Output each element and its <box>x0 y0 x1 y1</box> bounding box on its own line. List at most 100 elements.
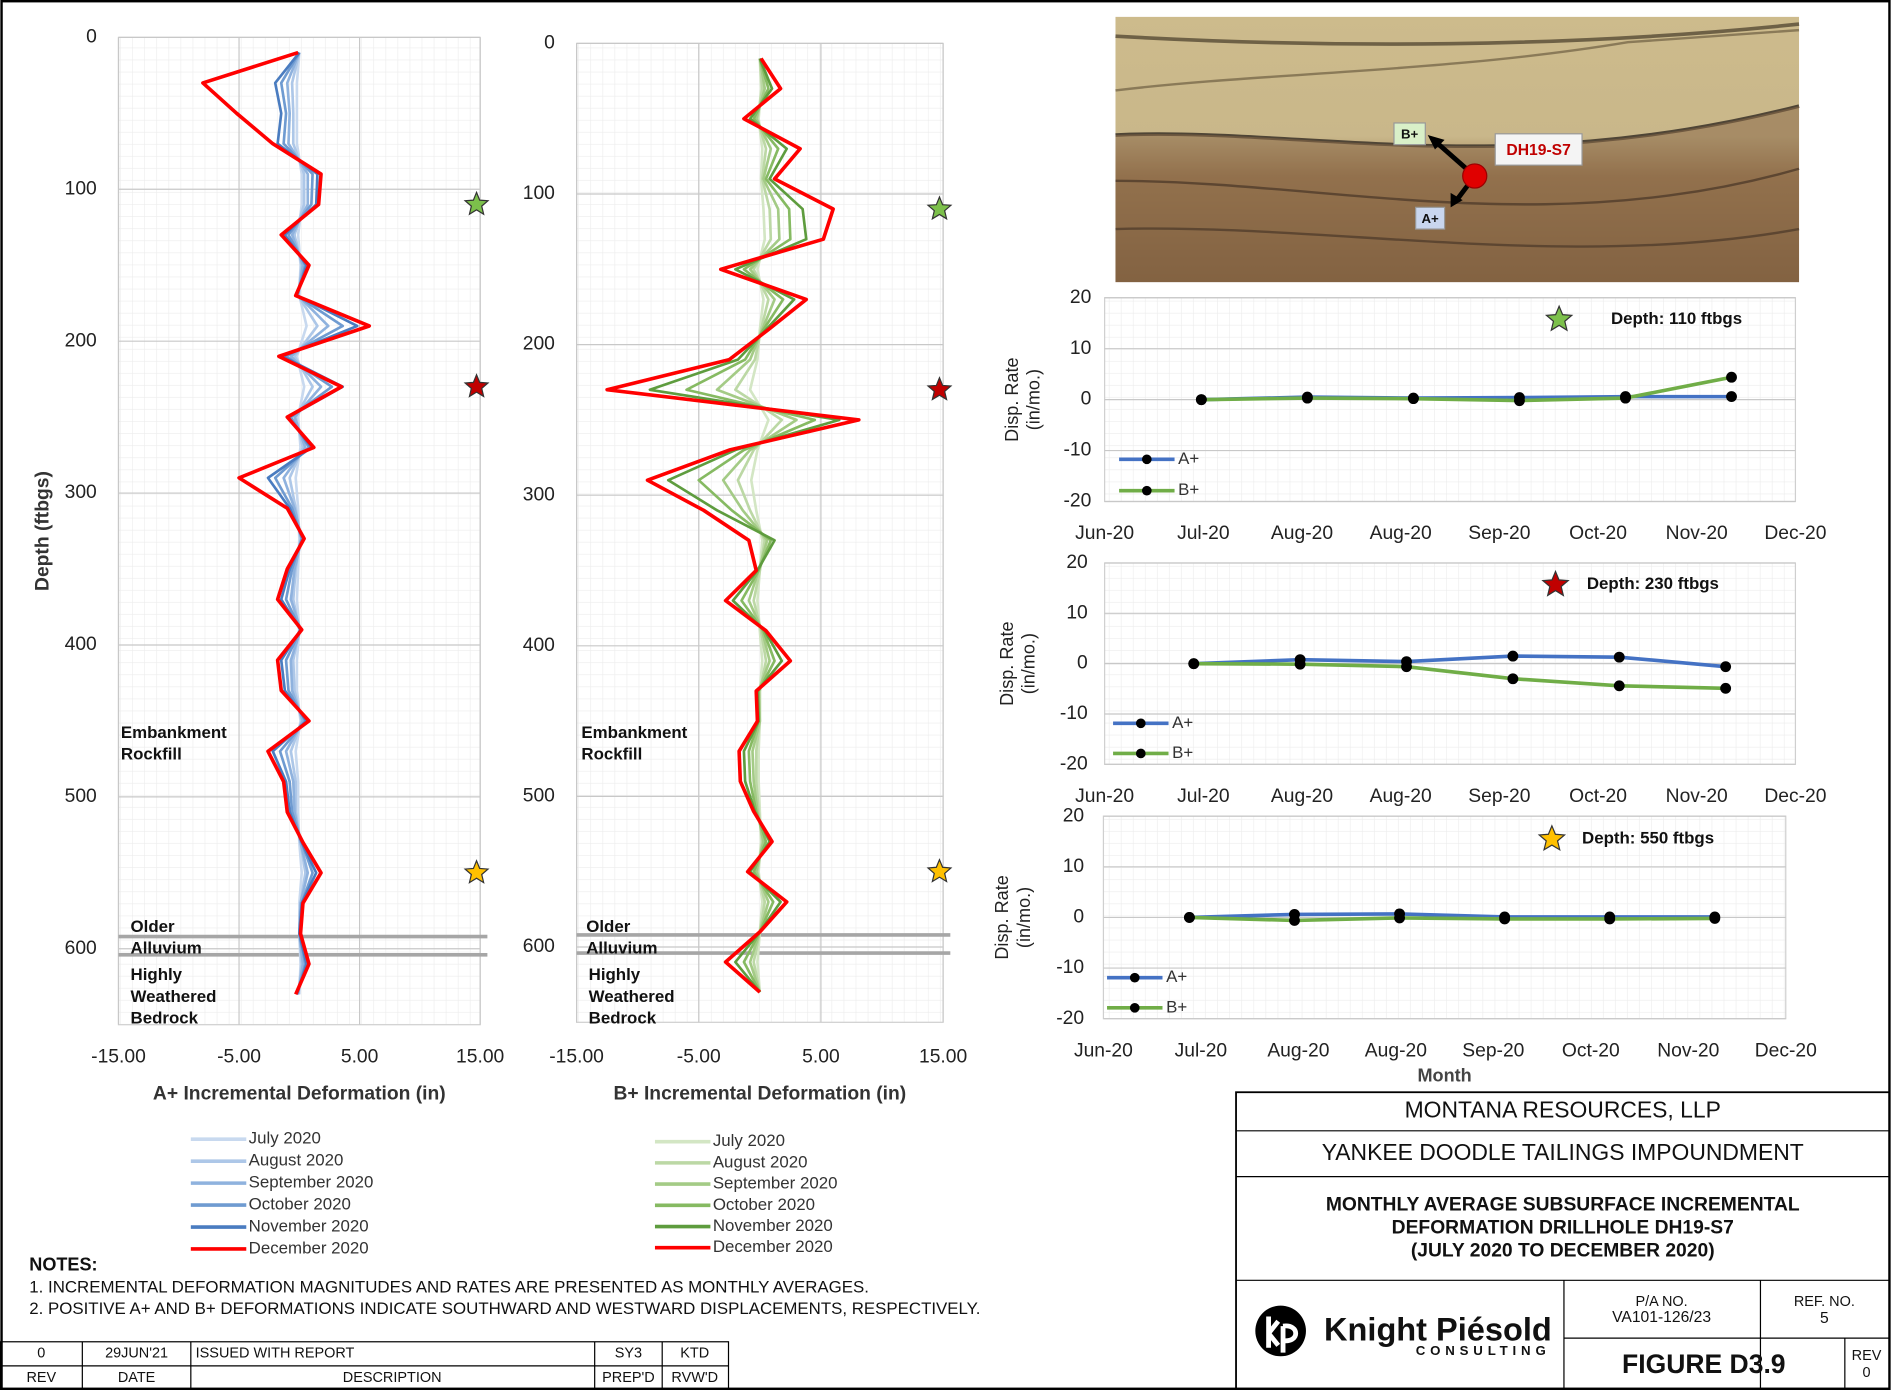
photo-slope <box>1115 106 1800 283</box>
y-tick-label: 20 <box>1063 805 1084 826</box>
y-tick-label: 200 <box>523 334 555 355</box>
legend-label: November 2020 <box>713 1216 833 1235</box>
x-axis-label: A+ Incremental Deformation (in) <box>153 1083 446 1104</box>
data-point <box>1499 913 1511 925</box>
revision-table: 0 29JUN'21 ISSUED WITH REPORT SY3 KTD RE… <box>0 1341 730 1390</box>
legend-label: December 2020 <box>249 1238 369 1257</box>
series-line <box>605 57 861 994</box>
series-line <box>715 58 798 993</box>
drillhole-box <box>1494 133 1583 166</box>
cell: ISSUED WITH REPORT <box>196 1346 355 1362</box>
profile-chart: -15.00 -5.00 5.00 15.00 0 100 200 300 400 500 600 J… <box>523 32 967 1256</box>
y-tick-label: 0 <box>86 26 97 47</box>
x-tick-label: -5.00 <box>217 1046 261 1067</box>
y-tick-label: -20 <box>1056 1008 1084 1029</box>
legend-dot <box>1142 485 1152 496</box>
legend-label: B+ <box>1178 480 1199 499</box>
legend-label: July 2020 <box>249 1129 321 1148</box>
cell: SY3 <box>615 1346 642 1362</box>
data-point <box>1401 661 1412 673</box>
a-label: A+ <box>1421 211 1439 226</box>
x-tick-label: Dec-20 <box>1764 786 1826 807</box>
data-point <box>1195 394 1207 406</box>
note: 1. INCREMENTAL DEFORMATION MAGNITUDES AN… <box>29 1277 869 1296</box>
legend-label: December 2020 <box>713 1237 833 1256</box>
chart-title: Depth: 550 ftbgs <box>1582 829 1714 848</box>
x-tick-label: Oct-20 <box>1569 523 1627 544</box>
y-tick-label: -10 <box>1064 440 1092 461</box>
data-point <box>1507 673 1519 685</box>
layer-label: Embankment <box>581 723 687 742</box>
legend-label: B+ <box>1172 743 1193 762</box>
x-tick-label: Aug-20 <box>1271 523 1333 544</box>
y-tick-label: 10 <box>1063 856 1084 877</box>
y-tick-label: -10 <box>1060 703 1088 724</box>
x-tick-label: Dec-20 <box>1755 1040 1817 1061</box>
pa-label: P/A NO. <box>1635 1294 1687 1310</box>
data-point <box>1709 913 1721 924</box>
notes-heading: NOTES: <box>29 1255 97 1275</box>
figure-title: DEFORMATION DRILLHOLE DH19-S7 <box>1392 1218 1734 1239</box>
a-label-box <box>1415 206 1446 230</box>
data-point <box>1407 393 1419 405</box>
legend-label: July 2020 <box>713 1131 785 1150</box>
cell: REV <box>26 1370 56 1386</box>
y-tick-label: 500 <box>65 786 97 807</box>
legend-label: October 2020 <box>713 1195 815 1214</box>
legend-dot <box>1135 748 1146 759</box>
data-point <box>1726 391 1737 403</box>
y-tick-label: 400 <box>523 635 555 656</box>
project: YANKEE DOODLE TAILINGS IMPOUNDMENT <box>1322 1139 1804 1165</box>
x-tick-label: Aug-20 <box>1370 523 1432 544</box>
x-tick-label: Oct-20 <box>1562 1040 1620 1061</box>
depth-marker <box>463 190 490 216</box>
chart-title: Depth: 230 ftbgs <box>1587 574 1719 593</box>
cell: 29JUN'21 <box>105 1346 168 1362</box>
x-tick-label: Nov-20 <box>1666 786 1728 807</box>
cell: 0 <box>37 1346 45 1362</box>
title-marker <box>1541 569 1570 597</box>
logo-sub: CONSULTING <box>1416 1343 1551 1358</box>
x-tick-label: Oct-20 <box>1569 786 1627 807</box>
x-tick-label: 15.00 <box>919 1046 967 1067</box>
company: MONTANA RESOURCES, LLP <box>1405 1097 1721 1123</box>
y-tick-label: 400 <box>65 634 97 655</box>
photo-bench <box>1115 227 1800 248</box>
photo-bench <box>1115 167 1800 206</box>
y-tick-label: 200 <box>65 330 97 351</box>
layer-label: Older <box>586 917 630 936</box>
legend-label: August 2020 <box>249 1151 344 1170</box>
legend-label: A+ <box>1172 713 1193 732</box>
series-line <box>685 58 817 993</box>
x-tick-label: 5.00 <box>341 1046 379 1067</box>
data-point <box>1620 392 1631 404</box>
y-tick-label: -10 <box>1056 957 1084 978</box>
x-axis-label: B+ Incremental Deformation (in) <box>613 1083 906 1104</box>
layer-label: Alluvium <box>131 939 202 958</box>
y-tick-label: 100 <box>523 183 555 204</box>
data-point <box>1289 915 1300 926</box>
x-tick-label: Nov-20 <box>1666 523 1728 544</box>
title-marker <box>1537 824 1567 852</box>
series-line <box>1189 915 1715 923</box>
y-tick-label: -20 <box>1060 753 1088 774</box>
data-point <box>1720 682 1732 694</box>
y-axis-label: Disp. Rate <box>1002 357 1022 441</box>
data-point <box>1514 395 1525 407</box>
series-line <box>1201 375 1732 403</box>
y-tick-label: 0 <box>1073 907 1084 928</box>
ref-number: 5 <box>1820 1310 1829 1327</box>
legend-label: A+ <box>1166 967 1187 986</box>
x-tick-label: Jul-20 <box>1177 523 1229 544</box>
legend-label: October 2020 <box>249 1195 351 1214</box>
series-line <box>1189 912 1715 920</box>
b-label-box <box>1393 122 1426 146</box>
x-tick-label: Aug-20 <box>1267 1040 1329 1061</box>
title-block: MONTANA RESOURCES, LLP YANKEE DOODLE TAI… <box>1235 1091 1891 1390</box>
y-tick-label: 20 <box>1070 287 1091 308</box>
profile-chart: -15.00 -5.00 5.00 15.00 0 100 200 300 400 500 600 J… <box>33 26 505 1257</box>
data-point <box>1720 661 1732 673</box>
layer-label: Rockfill <box>581 744 642 763</box>
data-point <box>1183 911 1195 923</box>
